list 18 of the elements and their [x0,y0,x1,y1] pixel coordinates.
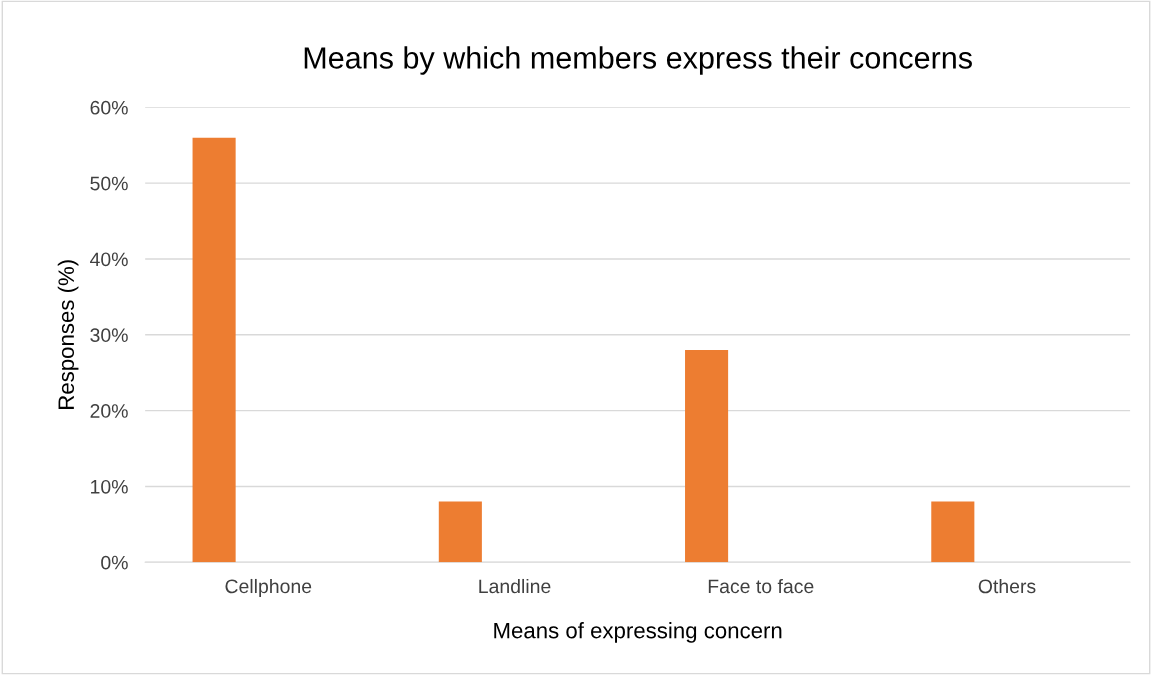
x-tick-label: Cellphone [225,578,312,598]
x-tick-label: Face to face [708,578,814,594]
y-tick-label: 60% [90,100,128,115]
y-tick-label: 10% [91,479,128,494]
bar [931,501,975,563]
bar [685,349,729,563]
chart-title: Means by which members express their concerns [304,46,972,75]
x-tick-label: Landline [479,578,551,594]
y-tick-label: 40% [90,252,128,267]
y-axis-title: Responses (%) [57,260,79,409]
bar [192,137,236,563]
x-axis-title: Means of expressing concern [494,622,782,643]
y-tick-label: 30% [90,328,128,343]
y-tick-label: 50% [90,176,128,191]
x-tick-label: Others [978,578,1036,594]
y-tick-label: 0% [101,555,128,570]
bar [438,501,482,563]
y-tick-label: 20% [90,404,128,418]
